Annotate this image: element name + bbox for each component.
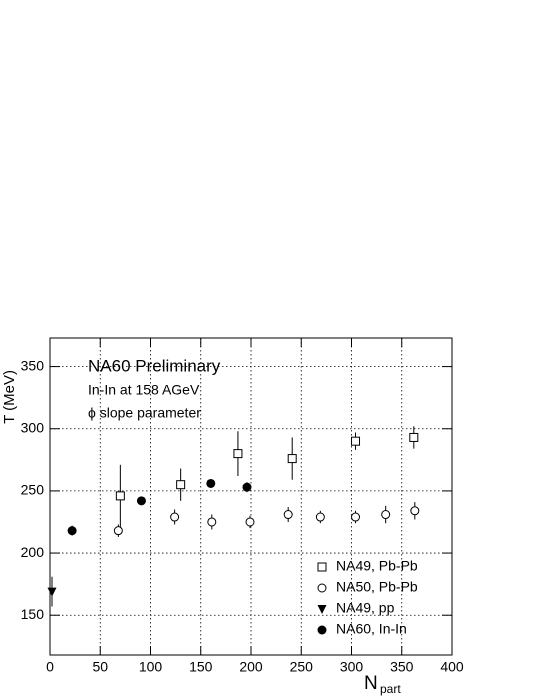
x-tick-label: 150 bbox=[189, 659, 213, 675]
legend-marker bbox=[317, 562, 327, 572]
annotation: ϕ slope parameter bbox=[88, 405, 201, 421]
y-tick-label: 350 bbox=[21, 357, 45, 373]
legend-marker bbox=[317, 605, 327, 614]
marker bbox=[287, 454, 297, 464]
x-tick-label: 100 bbox=[139, 659, 163, 675]
legend-label: NA49, Pb-Pb bbox=[336, 558, 418, 574]
marker bbox=[245, 517, 255, 527]
y-tick-label: 150 bbox=[21, 606, 45, 622]
x-tick-label: 50 bbox=[92, 659, 108, 675]
x-tick-label: 400 bbox=[440, 659, 464, 675]
plot-frame bbox=[49, 337, 453, 656]
marker bbox=[315, 512, 325, 522]
marker bbox=[176, 480, 186, 490]
x-tick-label: 0 bbox=[46, 659, 54, 675]
y-tick-label: 200 bbox=[21, 544, 45, 560]
x-tick-label: 250 bbox=[290, 659, 314, 675]
annotation: NA60 Preliminary bbox=[88, 356, 221, 375]
marker bbox=[409, 432, 419, 442]
marker bbox=[283, 510, 293, 520]
x-tick-label: 350 bbox=[390, 659, 414, 675]
x-tick-label: 200 bbox=[239, 659, 263, 675]
marker bbox=[207, 517, 217, 527]
y-axis-label: T (MeV) bbox=[1, 370, 18, 424]
y-tick-label: 300 bbox=[21, 419, 45, 435]
marker bbox=[113, 526, 123, 536]
marker bbox=[206, 478, 216, 488]
marker bbox=[351, 512, 361, 522]
marker bbox=[233, 449, 243, 459]
marker bbox=[381, 510, 391, 520]
marker bbox=[136, 496, 146, 506]
y-tick-label: 250 bbox=[21, 482, 45, 498]
x-tick-label: 300 bbox=[340, 659, 364, 675]
marker bbox=[351, 436, 361, 446]
annotation: In-In at 158 AGeV bbox=[88, 382, 200, 398]
marker bbox=[170, 512, 180, 522]
marker bbox=[47, 587, 57, 597]
x-axis-label: N bbox=[364, 673, 378, 694]
legend-label: NA50, Pb-Pb bbox=[336, 579, 418, 595]
marker bbox=[67, 526, 77, 536]
legend-marker bbox=[317, 583, 327, 593]
legend-label: NA49, pp bbox=[336, 600, 395, 616]
marker bbox=[410, 506, 420, 516]
marker bbox=[115, 491, 125, 501]
legend-marker bbox=[317, 625, 327, 635]
legend-label: NA60, In-In bbox=[336, 621, 407, 637]
marker bbox=[242, 482, 252, 492]
x-axis-label-subscript: part bbox=[380, 682, 401, 696]
